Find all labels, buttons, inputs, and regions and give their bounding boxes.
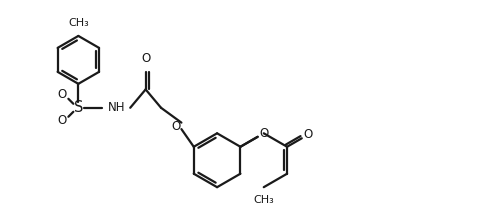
Text: CH₃: CH₃ [68, 18, 89, 28]
Text: O: O [58, 88, 67, 101]
Text: O: O [259, 127, 268, 140]
Text: O: O [303, 128, 312, 141]
Text: CH₃: CH₃ [253, 195, 274, 205]
Text: NH: NH [108, 101, 125, 114]
Text: S: S [74, 100, 83, 115]
Text: O: O [58, 114, 67, 127]
Text: O: O [141, 52, 150, 66]
Text: O: O [172, 120, 181, 133]
